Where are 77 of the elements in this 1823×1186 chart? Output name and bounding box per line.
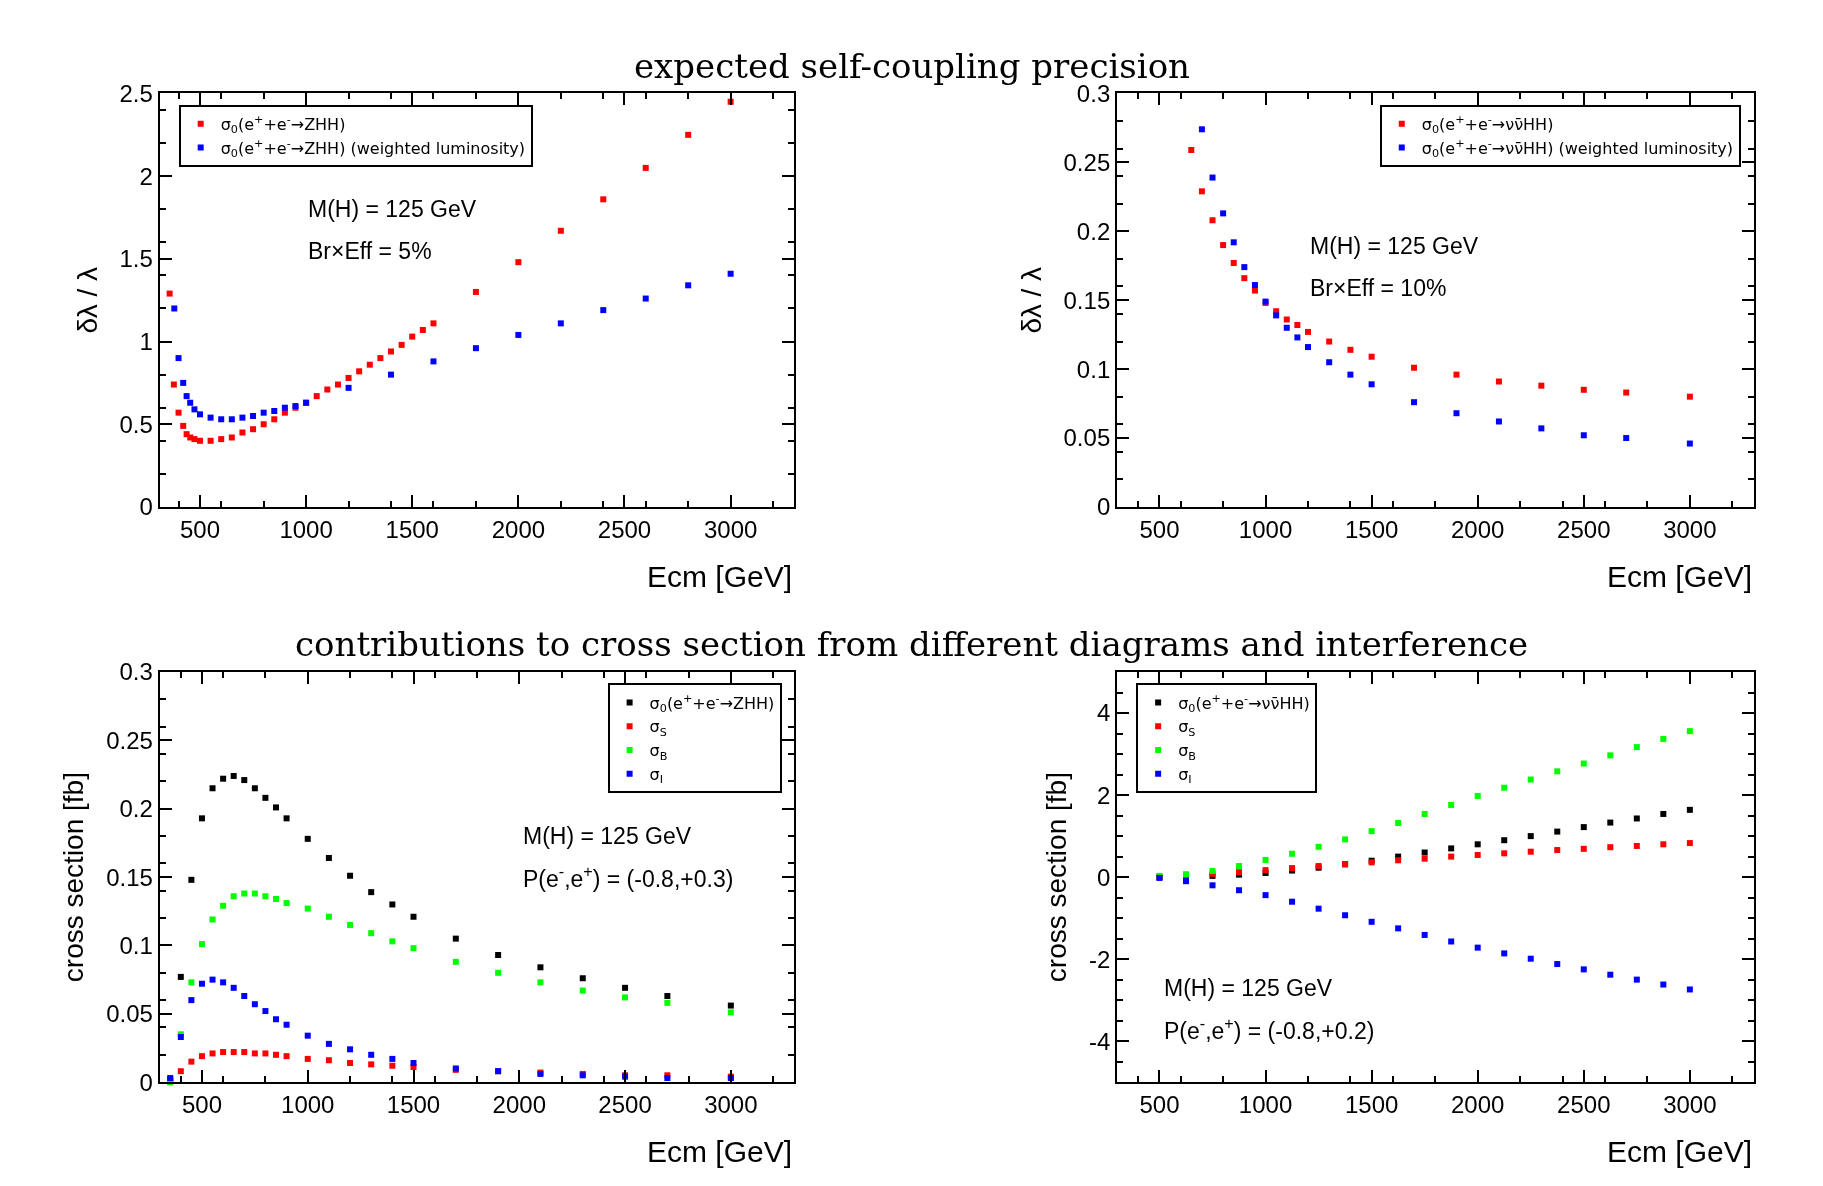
legend-label: σ$_{I}$ — [1178, 765, 1192, 787]
y-tick-label: 1.5 — [119, 245, 153, 273]
x-tick-label: 1500 — [386, 1090, 441, 1118]
y-tick-label: 0 — [139, 493, 153, 521]
x-tick-label: 1500 — [1344, 1090, 1399, 1118]
legend-label: σ$_{0}$(e$^{+}$+e$^{-}$→νν̄HH) — [1178, 691, 1310, 715]
y-axis-title: cross section [fb] — [58, 772, 90, 983]
y-tick-label: 0.25 — [1063, 148, 1111, 176]
legend-label: σ$_{0}$(e$^{+}$+e$^{-}$→ZHH) — [649, 691, 775, 715]
y-tick-label: 0 — [1096, 863, 1111, 891]
x-tick-label: 2500 — [1557, 1090, 1611, 1118]
annotation: Br×Eff = 5% — [308, 238, 432, 264]
x-tick-label: 2500 — [597, 515, 652, 543]
x-tick-label: 1000 — [1238, 515, 1293, 543]
y-tick-label: 0.2 — [119, 795, 153, 823]
y-tick-label: 0.05 — [1063, 424, 1111, 452]
x-tick-label: 1000 — [281, 1090, 335, 1118]
y-axis-title: cross section [fb] — [1041, 772, 1073, 983]
annotation: P(e$^{-}$,e$^{+}$) = (-0.8,+0.3) — [523, 862, 734, 892]
legend-label: σ$_{B}$ — [649, 741, 668, 763]
y-tick-label: 0 — [1096, 493, 1111, 521]
x-tick-label: 500 — [181, 1090, 222, 1118]
annotation: M(H) = 125 GeV — [523, 823, 692, 849]
y-tick-label: 0.1 — [1076, 355, 1111, 383]
x-tick-label: 2000 — [1451, 515, 1505, 543]
legend-label: σ$_{0}$(e$^{+}$+e$^{-}$→ZHH) (weighted luminosity) — [220, 137, 526, 161]
y-tick-label: 0 — [139, 1068, 153, 1096]
x-tick-label: 3000 — [703, 515, 758, 543]
x-tick-label: 500 — [179, 515, 220, 543]
legend-label: σ$_{S}$ — [1178, 717, 1196, 739]
x-axis-title: Ecm [GeV] — [1607, 560, 1753, 593]
y-tick-label: -2 — [1088, 945, 1111, 973]
x-tick-label: 2000 — [1451, 1090, 1505, 1118]
legend-label: σ$_{I}$ — [649, 765, 664, 787]
y-tick-label: 0.1 — [119, 931, 153, 959]
x-tick-label: 1000 — [1238, 1090, 1293, 1118]
y-tick-label: 0.15 — [106, 863, 153, 891]
text: contributions to cross section from different diagrams and interference — [295, 624, 1529, 664]
y-tick-label: 0.3 — [119, 658, 153, 686]
x-tick-label: 3000 — [1663, 515, 1717, 543]
y-tick-label: 1 — [139, 327, 153, 355]
x-tick-label: 500 — [1139, 515, 1180, 543]
legend-label: σ$_{B}$ — [1178, 741, 1196, 763]
annotation: M(H) = 125 GeV — [1310, 233, 1479, 259]
x-tick-label: 2000 — [491, 515, 546, 543]
y-tick-label: 4 — [1096, 699, 1111, 727]
y-axis-title: δλ / λ — [71, 267, 103, 334]
y-tick-label: 0.2 — [1076, 217, 1111, 245]
legend-label: σ$_{0}$(e$^{+}$+e$^{-}$→ZHH) — [220, 113, 346, 137]
annotation: M(H) = 125 GeV — [308, 196, 477, 222]
x-tick-label: 1000 — [279, 515, 333, 543]
x-axis-title: Ecm [GeV] — [1607, 1135, 1753, 1168]
y-tick-label: 0.25 — [106, 726, 153, 754]
y-tick-label: 2.5 — [119, 79, 153, 107]
x-tick-label: 3000 — [1663, 1090, 1717, 1118]
y-tick-label: 2 — [139, 162, 153, 190]
x-tick-label: 2000 — [492, 1090, 546, 1118]
x-tick-label: 2500 — [598, 1090, 652, 1118]
x-tick-label: 1500 — [385, 515, 439, 543]
annotation: M(H) = 125 GeV — [1164, 975, 1333, 1001]
y-tick-label: 0.5 — [119, 410, 153, 438]
x-tick-label: 2500 — [1557, 515, 1611, 543]
y-axis-title: δλ / λ — [1015, 267, 1047, 334]
y-tick-label: 0.05 — [106, 1000, 153, 1028]
legend-label: σ$_{0}$(e$^{+}$+e$^{-}$→νν̄HH) (weighted luminosity) — [1421, 137, 1734, 161]
x-axis-title: Ecm [GeV] — [647, 1135, 793, 1168]
x-tick-label: 1500 — [1344, 515, 1399, 543]
y-tick-label: -4 — [1088, 1027, 1111, 1055]
y-tick-label: 0.15 — [1063, 286, 1111, 314]
y-tick-label: 2 — [1096, 781, 1111, 809]
legend-label: σ$_{S}$ — [649, 717, 667, 739]
annotation: P(e$^{-}$,e$^{+}$) = (-0.8,+0.2) — [1164, 1014, 1375, 1044]
x-tick-label: 3000 — [704, 1090, 758, 1118]
annotation: Br×Eff = 10% — [1310, 275, 1447, 301]
x-axis-title: Ecm [GeV] — [647, 560, 793, 593]
x-tick-label: 500 — [1139, 1090, 1180, 1118]
legend-label: σ$_{0}$(e$^{+}$+e$^{-}$→νν̄HH) — [1421, 113, 1554, 137]
